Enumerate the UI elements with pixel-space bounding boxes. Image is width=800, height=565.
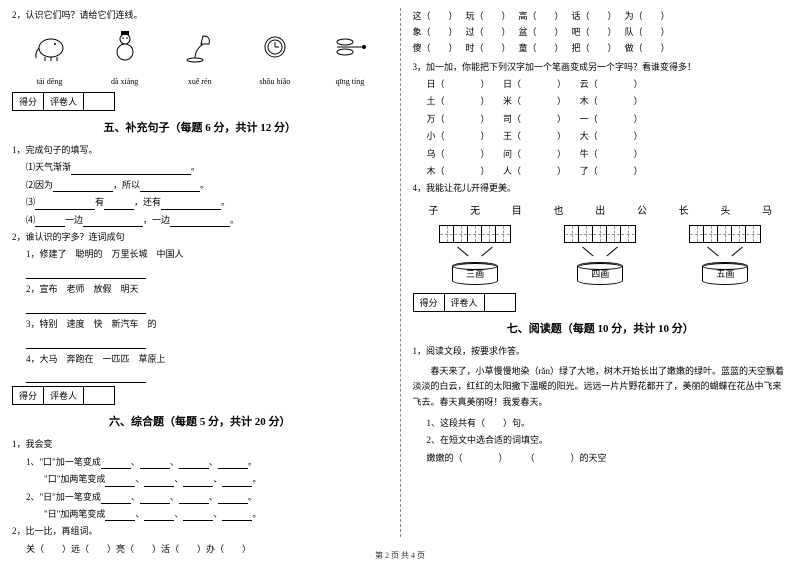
pinyin-5: qīng tíng xyxy=(312,77,387,86)
paren-row-2[interactable]: 象（ ）过（ ）盆（ ）吧（ ）队（ ） xyxy=(413,24,789,40)
pinyin-row: tái dēng dà xiàng xuě rén shǒu biǎo qīng… xyxy=(12,77,388,86)
s5-s2: 2，宣布 老师 放假 明天 xyxy=(26,282,388,296)
right-column: 这（ ）玩（ ）高（ ）话（ ）为（ ） 象（ ）过（ ）盆（ ）吧（ ）队（ … xyxy=(401,0,800,545)
pinyin-2: dà xiàng xyxy=(87,77,162,86)
s5-i3: ⑶有，还有。 xyxy=(26,195,388,209)
score-box-6: 得分 评卷人 xyxy=(12,386,115,405)
s5-i2: ⑵因为，所以。 xyxy=(26,178,388,192)
stroke-table[interactable]: 日（ ） 日（ ） 云（ ） 土（ ） 米（ ） 木（ ） 万（ ） 司（ ） … xyxy=(413,77,789,178)
s6-i2: "口"加两笔变成、、、。 xyxy=(26,472,388,486)
diagram-3stroke[interactable]: 三画 xyxy=(439,225,511,285)
r-q3: 3，加一加，你能把下列汉字加一个笔画变成另一个字吗？看谁变得多！ xyxy=(413,60,789,74)
s6-i1: 1、"口"加一笔变成、、、。 xyxy=(26,455,388,469)
section-5-title: 五、补充句子（每题 6 分，共计 12 分） xyxy=(12,119,388,135)
pinyin-3: xuě rén xyxy=(162,77,237,86)
s5-q2: 2，谁认识的字多？连词成句 xyxy=(12,230,388,244)
s5-i4: ⑷一边，一边。 xyxy=(26,213,388,227)
diagram-5stroke[interactable]: 五画 xyxy=(689,225,761,285)
pinyin-1: tái dēng xyxy=(12,77,87,86)
s6-q2: 2，比一比，再组词。 xyxy=(12,524,388,538)
section-7-title: 七、阅读题（每题 10 分，共计 10 分） xyxy=(413,320,789,336)
dragonfly-icon xyxy=(330,27,370,67)
diagram-4stroke[interactable]: 四画 xyxy=(564,225,636,285)
diagram-row: 三画 四画 五画 xyxy=(413,225,789,285)
s7-q1: 1，阅读文段，按要求作答。 xyxy=(413,344,789,358)
s7-i2: 2、在短文中选合适的词填空。 xyxy=(427,433,789,447)
paren-row-1[interactable]: 这（ ）玩（ ）高（ ）话（ ）为（ ） xyxy=(413,8,789,24)
pinyin-4: shǒu biǎo xyxy=(237,77,312,86)
s6-i3: 2、"日"加一笔变成、、、。 xyxy=(26,490,388,504)
s5-q1: 1，完成句子的填写。 xyxy=(12,143,388,157)
r-q4: 4，我能让花儿开得更美。 xyxy=(413,181,789,195)
s7-i1[interactable]: 1、这段共有（ ）句。 xyxy=(427,416,789,430)
score-label: 得分 xyxy=(13,93,44,110)
s6-i4: "日"加两笔变成、、、。 xyxy=(26,507,388,521)
paren-row-3[interactable]: 傻（ ）时（ ）童（ ）把（ ）做（ ） xyxy=(413,40,789,56)
score-box-7: 得分 评卷人 xyxy=(413,293,516,312)
watch-icon xyxy=(255,27,295,67)
s5-s4: 4，大马 奔跑在 一匹匹 草原上 xyxy=(26,352,388,366)
image-row xyxy=(12,27,388,67)
section-6-title: 六、综合题（每题 5 分，共计 20 分） xyxy=(12,413,388,429)
score-blank[interactable] xyxy=(84,93,114,110)
snowman-icon xyxy=(105,27,145,67)
s5-i1: ⑴天气渐渐。 xyxy=(26,160,388,174)
s7-blanks[interactable]: 嫩嫩的（ ） （ ）的天空 xyxy=(427,451,789,465)
left-column: 2，认识它们吗？请给它们连线。 tái dēng dà xiàng xuě ré… xyxy=(0,0,400,545)
s6-q1: 1，我会变 xyxy=(12,437,388,451)
grader-label: 评卷人 xyxy=(44,93,84,110)
s5-s1: 1，修建了 聪明的 万里长城 中国人 xyxy=(26,247,388,261)
elephant-icon xyxy=(30,27,70,67)
char-row: 子无目也出公长头马 xyxy=(413,202,789,217)
reading-passage: 春天来了，小草慢慢地染（rǎn）绿了大地，树木开始长出了嫩嫩的绿叶。蓝蓝的天空飘… xyxy=(413,364,789,410)
page-footer: 第 2 页 共 4 页 xyxy=(0,550,800,561)
s5-s3: 3，特别 速度 快 新汽车 的 xyxy=(26,317,388,331)
score-box-5: 得分 评卷人 xyxy=(12,92,115,111)
lamp-icon xyxy=(180,27,220,67)
q2-head: 2，认识它们吗？请给它们连线。 xyxy=(12,8,388,21)
